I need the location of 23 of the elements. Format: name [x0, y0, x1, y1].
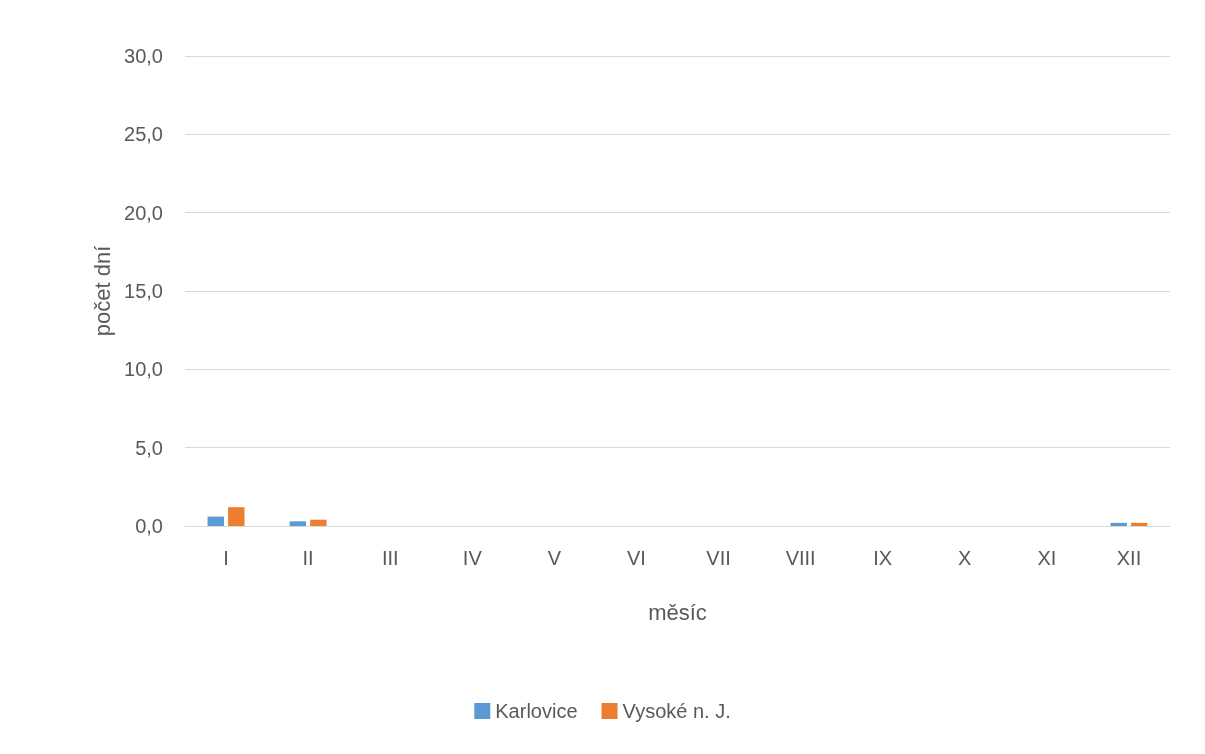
legend-label: Vysoké n. J. — [622, 700, 731, 722]
x-axis-title: měsíc — [648, 599, 707, 625]
x-tick-label: IV — [462, 547, 483, 569]
x-tick-label: I — [223, 547, 229, 569]
x-tick-label: V — [547, 547, 562, 569]
y-tick-label: 20,0 — [124, 201, 163, 224]
y-tick-label: 10,0 — [124, 358, 163, 381]
x-tick-label: VI — [627, 547, 646, 569]
x-tick-label: VIII — [785, 547, 816, 569]
y-tick-label: 0,0 — [135, 515, 163, 537]
y-axis-title: počet dní — [89, 245, 115, 337]
x-tick-label: IX — [873, 547, 893, 569]
y-tick-label: 15,0 — [124, 280, 163, 302]
y-tick-label: 5,0 — [135, 436, 163, 459]
x-tick-label: VII — [706, 547, 731, 569]
x-tick-label: X — [958, 547, 972, 569]
x-tick-label: II — [302, 547, 314, 569]
y-tick-label: 30,0 — [124, 45, 163, 67]
y-tick-label: 25,0 — [124, 123, 163, 146]
x-tick-label: III — [381, 547, 399, 569]
x-tick-label: XII — [1116, 547, 1142, 569]
legend-label: Karlovice — [495, 700, 578, 722]
x-tick-label: XI — [1037, 547, 1057, 569]
